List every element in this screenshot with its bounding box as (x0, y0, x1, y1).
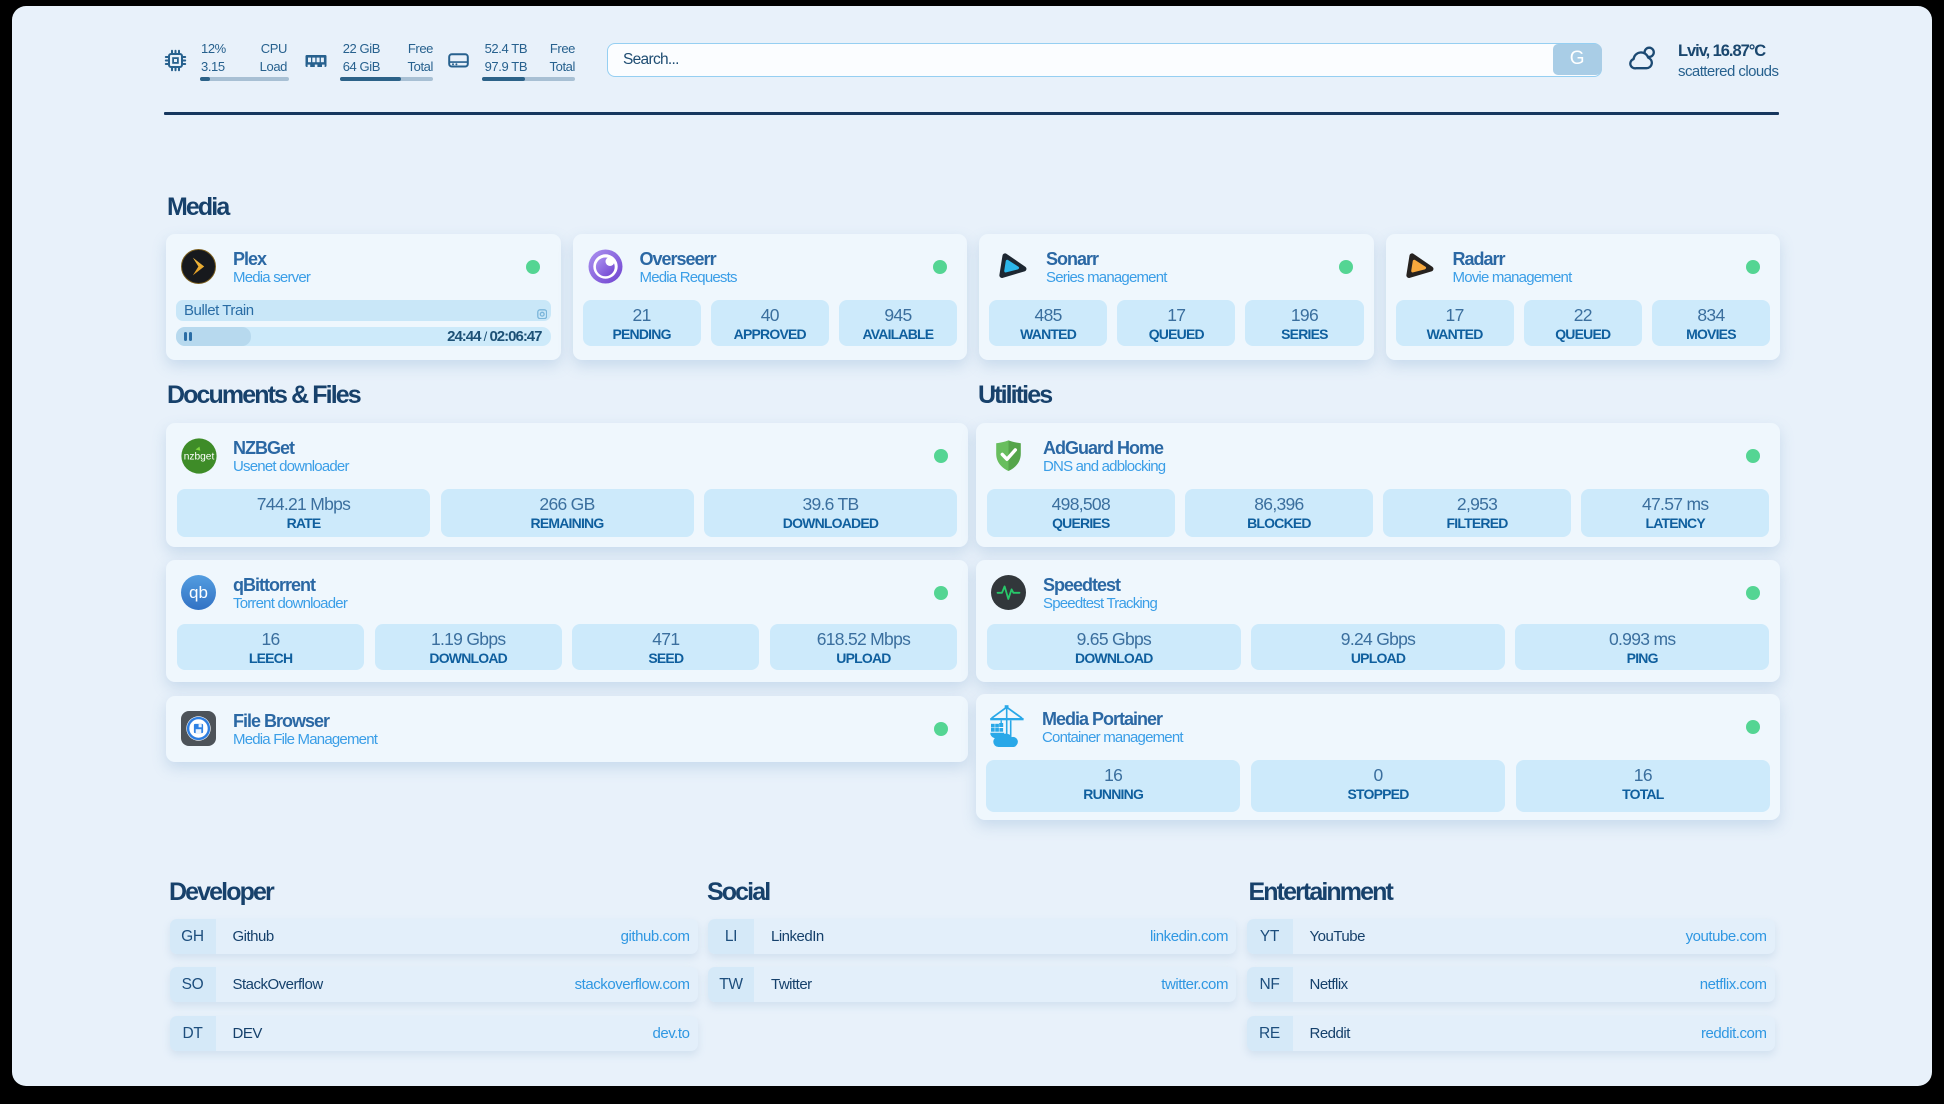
svg-text:nzbget: nzbget (184, 452, 215, 463)
svg-text:qb: qb (189, 583, 208, 602)
